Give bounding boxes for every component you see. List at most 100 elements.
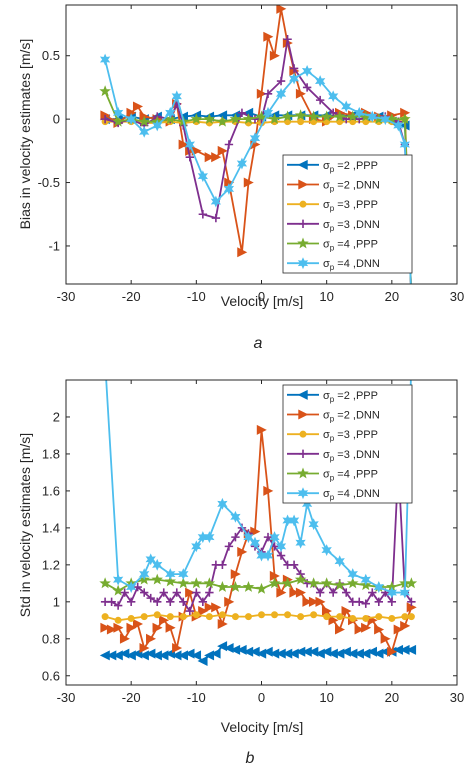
panel-b-series-2-point [374, 624, 385, 635]
panel-b-series-5-point [203, 577, 216, 589]
panel-b-series-6-point [230, 510, 241, 523]
panel-a-legend-marker-1 [297, 159, 308, 170]
panel-b-series-5-point [190, 577, 203, 589]
panel-a-legend-label-5: σp =4 ,PPP [323, 239, 378, 253]
panel-b-series-4-point [328, 588, 338, 597]
panel-b-xtick-label: -20 [122, 690, 141, 705]
panel-a-series-6-point [328, 90, 339, 103]
panel-b-series-3-point [114, 616, 122, 624]
panel-a-series-4-point [283, 35, 292, 44]
panel-a-series-5-point [307, 110, 320, 122]
panel-a-series-2-point [211, 152, 222, 163]
panel-b-series-5-point [112, 584, 124, 596]
panel-b-ytick-label: 1.8 [42, 446, 60, 461]
panel-b-series-4-point [231, 532, 240, 542]
panel-b-series-2-point [198, 606, 209, 617]
panel-a-series-6-point [165, 106, 176, 119]
panel-b-series-4-point [179, 597, 188, 607]
panel-b-series-2-point [139, 643, 150, 654]
panel-a-series-6-point [367, 110, 378, 123]
panel-a-series-6-point [126, 113, 137, 126]
panel-b-ytick-label: 2 [53, 409, 60, 424]
panel-a-series-4-point [276, 76, 286, 86]
panel-a-series-4-point [302, 83, 312, 92]
panel-b-label: b [246, 750, 255, 767]
panel-a-series-6-point [210, 195, 222, 208]
panel-a-legend-marker-3 [299, 200, 307, 208]
panel-a-series-6-point [341, 100, 352, 113]
panel-a-series-2-point [256, 88, 267, 99]
panel-b-xtick-label: 20 [385, 690, 399, 705]
panel-b-series-4-point [374, 597, 383, 607]
panel-b-series-6-point [373, 581, 384, 593]
panel-b-series-3-point [244, 613, 252, 621]
panel-b-series-6-point [275, 540, 287, 553]
panel-b-series-2-point [126, 622, 137, 633]
panel-b-ytick-label: 0.8 [42, 631, 60, 646]
panel-b-series-2-point [387, 646, 398, 657]
panel-b-series-1-point [210, 648, 221, 659]
panel-a-series-2-point [204, 152, 215, 163]
panel-b-series-2-point [159, 615, 170, 626]
panel-b-series-3-point [297, 613, 305, 621]
panel-b-series-5-point [268, 577, 281, 589]
panel-a-series-6-point [223, 182, 235, 195]
panel-a-series-2-point [237, 247, 248, 258]
panel-b-series-2-point [335, 624, 346, 635]
panel-b-series-4-point [368, 588, 377, 597]
panel-b-legend-marker-1 [297, 389, 308, 400]
panel-a-series-2-point [243, 177, 254, 188]
panel-b-series-3-point [258, 611, 265, 619]
panel-a-series-6-point [288, 72, 300, 85]
panel-b-series-3-point [407, 613, 415, 621]
panel-a-xtick-label: 30 [450, 289, 464, 304]
panel-b-xtick-label: -30 [57, 690, 76, 705]
panel-a-series-5-point [229, 113, 242, 125]
panel-b-series-6-point [112, 573, 124, 586]
panel-b-series-2-point [341, 606, 352, 617]
panel-b-series-5-point [346, 577, 359, 589]
panel-a-series-2-point [217, 145, 228, 156]
panel-b-legend-marker-2 [298, 409, 309, 420]
panel-b-std-chart: Velocity [m/s] Std in velocity estimates… [17, 379, 464, 767]
panel-b-series-6-point [249, 536, 261, 549]
panel-a-series-2-point [276, 5, 287, 14]
panel-b-legend-marker-6 [297, 487, 309, 500]
panel-b-series-2-point [146, 633, 157, 644]
panel-a-series-5-point [281, 110, 294, 122]
panel-b-series-3-point [388, 614, 396, 622]
panel-b-series-3-point [192, 611, 200, 619]
panel-b-series-5-point [177, 577, 190, 589]
panel-a-ytick-label: 0 [53, 112, 60, 127]
panel-b-series-5-point [216, 580, 229, 592]
panel-b-series-6-point [360, 573, 371, 586]
panel-a-xlabel: Velocity [m/s] [221, 293, 303, 309]
panel-a-ytick-label: -1 [48, 238, 60, 253]
panel-a-legend-marker-2 [298, 179, 309, 190]
panel-b-series-4-point [120, 588, 129, 597]
panel-a-series-4-point [198, 210, 208, 219]
panel-a-legend-marker-5 [297, 237, 309, 249]
panel-b-legend-marker-3 [299, 430, 307, 438]
panel-b-series-4-point [361, 599, 370, 608]
panel-a-ylabel: Bias in velocity estimates [m/s] [17, 39, 33, 230]
panel-a-series-5-point [333, 110, 346, 122]
panel-b-series-4-point [192, 588, 201, 597]
panel-a-ytick-label: 0.5 [42, 48, 60, 63]
panel-a-series-4-point [211, 213, 221, 223]
panel-b-series-3-point [284, 611, 292, 619]
panel-b-series-2-point [380, 633, 391, 644]
panel-b-series-3-point [349, 614, 357, 622]
panel-b-series-6-point [262, 549, 274, 562]
panel-a-plot-area [99, 5, 412, 284]
panel-b-series-4-point [342, 588, 351, 597]
panel-a-label: a [254, 335, 263, 352]
panel-a-series-6-point [301, 65, 313, 77]
panel-b-series-3-point [401, 613, 409, 621]
panel-b-series-5-point [333, 579, 346, 591]
panel-b-series-2-point [263, 485, 274, 496]
panel-b-series-1 [99, 641, 417, 666]
panel-b-series-2-point [230, 569, 241, 580]
panel-a-series-5-point [320, 110, 333, 122]
panel-b-legend-label-2: σp =2 ,DNN [323, 410, 380, 424]
